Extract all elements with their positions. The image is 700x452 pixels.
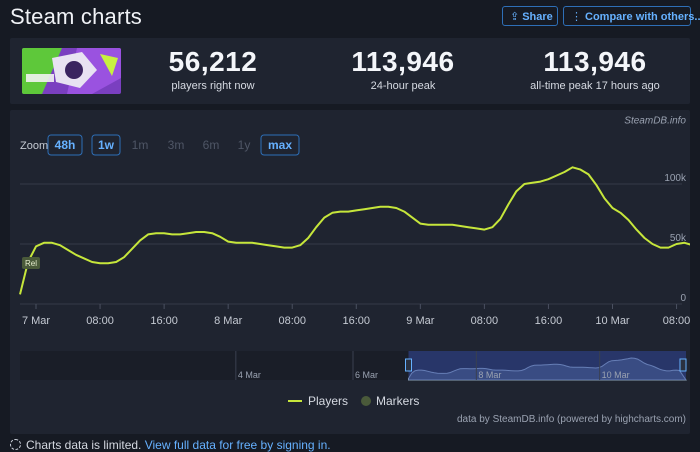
x-tick-label: 08:00 [86,315,114,327]
x-tick-label: 10 Mar [595,315,630,327]
x-axis-ticks: 7 Mar 08:00 16:00 8 Mar 08:00 16:00 9 Mar 08:00… [22,304,690,327]
zoom-max-label: max [268,138,292,152]
navigator-ticks: 4 Mar 6 Mar 8 Mar 10 Mar [235,351,630,380]
all-time-peak-stat: 113,946 all-time peak 17 hours ago [505,46,685,92]
legend-item-players[interactable]: Players [288,394,348,408]
zoom-1w-label: 1w [98,138,115,152]
game-thumbnail-image [22,48,121,94]
peak-24h-stat: 113,946 24-hour peak [328,46,478,92]
sign-in-link[interactable]: View full data for free by signing in. [144,438,331,452]
players-now-label: players right now [171,80,255,92]
grid-lines [20,183,682,305]
zoom-1y-button[interactable]: 1y [238,138,251,152]
zoom-6m-button[interactable]: 6m [203,138,220,152]
navigator-tick-label: 6 Mar [355,370,378,380]
x-tick-label: 08:00 [278,315,306,327]
player-chart[interactable]: SteamDB.info Zoom 48h 1w 1m 3m 6m 1y max 0 50k 1… [10,110,690,434]
players-now-value: 56,212 [168,46,258,77]
credit-bottom: data by SteamDB.info (powered by highcha… [457,414,686,425]
zoom-3m-button[interactable]: 3m [168,138,185,152]
zoom-6m-label: 6m [203,138,220,152]
release-marker-label: Rel [25,259,37,268]
footer-text: Charts data is limited. [26,438,145,452]
navigator-handle-right[interactable] [679,358,687,372]
header: Steam charts ⇪ Share ⋮ Compare with others… [10,4,700,32]
compare-icon: ⋮ [571,11,582,23]
page-title: Steam charts [10,4,143,29]
share-label: Share [522,11,553,23]
compare-label: Compare with others... [585,11,700,23]
zoom-max-button[interactable]: max [260,134,300,156]
compare-button[interactable]: ⋮ Compare with others... [563,6,700,26]
stats-panel: 56,212 players right now 113,946 24-hour… [10,38,690,104]
x-tick-label: 9 Mar [406,315,434,327]
navigator-selected-range[interactable] [408,351,687,380]
peak-24h-label: 24-hour peak [370,80,436,92]
x-tick-label: 16:00 [150,315,178,327]
peak-24h-value: 113,946 [351,46,455,77]
legend-markers-label: Markers [376,394,419,408]
navigator-tick-label: 10 Mar [602,370,630,380]
y-tick-label: 0 [680,293,686,304]
legend: Players Markers [288,394,419,408]
x-tick-label: 8 Mar [214,315,242,327]
credit-top: SteamDB.info [624,115,686,126]
y-tick-label: 50k [670,233,687,244]
zoom-buttons: 48h 1w 1m 3m 6m 1y max [47,134,300,156]
x-tick-label: 7 Mar [22,315,50,327]
share-button[interactable]: ⇪ Share [502,6,558,26]
chart-panel: SteamDB.info Zoom 48h 1w 1m 3m 6m 1y max 0 50k 1… [10,110,690,434]
zoom-48h-button[interactable]: 48h [47,134,83,156]
zoom-1m-label: 1m [132,138,149,152]
zoom-3m-label: 3m [168,138,185,152]
x-tick-label: 08:00 [471,315,499,327]
x-tick-label: 16:00 [535,315,563,327]
all-time-peak-value: 113,946 [543,46,647,77]
zoom-1w-button[interactable]: 1w [91,134,121,156]
release-marker[interactable]: Rel [22,257,40,269]
share-icon: ⇪ [510,11,520,23]
navigator-tick-label: 8 Mar [478,370,501,380]
zoom-label: Zoom [20,140,48,152]
zoom-1y-label: 1y [238,138,251,152]
zoom-48h-label: 48h [55,138,76,152]
y-tick-label: 100k [664,173,687,184]
players-now-stat: 56,212 players right now [148,46,278,92]
game-thumbnail[interactable] [22,48,121,94]
zoom-1m-button[interactable]: 1m [132,138,149,152]
footer-notice: Charts data is limited. View full data f… [10,438,331,452]
navigator-handle-left[interactable] [405,358,412,372]
navigator-area [408,357,687,381]
legend-item-markers[interactable]: Markers [361,394,419,408]
navigator[interactable]: 4 Mar 6 Mar 8 Mar 10 Mar [20,351,687,381]
players-series-line[interactable] [19,166,690,295]
y-axis-ticks: 0 50k 100k [664,173,687,304]
legend-players-label: Players [308,394,348,408]
x-tick-label: 08:00 [663,315,690,327]
navigator-tick-label: 4 Mar [238,370,261,380]
all-time-peak-label: all-time peak 17 hours ago [530,80,660,92]
x-tick-label: 16:00 [343,315,371,327]
limited-data-icon [10,439,21,450]
